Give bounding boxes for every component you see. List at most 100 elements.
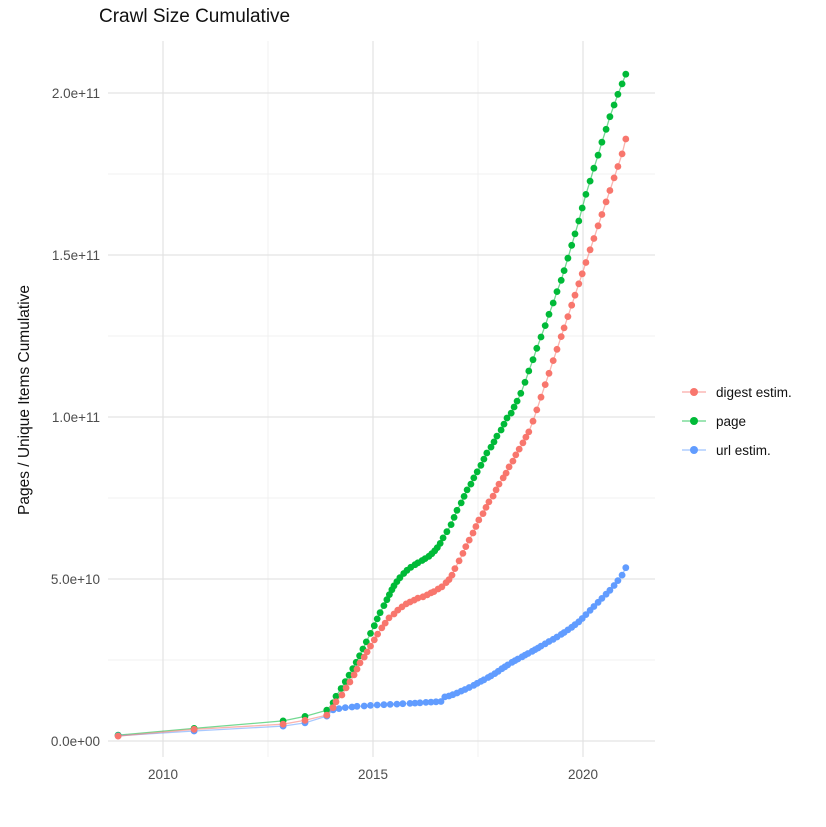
data-point-page <box>450 514 458 521</box>
data-point-url-estim <box>598 595 606 602</box>
data-point-digest-estim <box>512 451 520 459</box>
data-point-page <box>460 493 468 500</box>
data-point-page <box>549 299 557 307</box>
data-point-url-estim <box>367 702 374 709</box>
data-point-digest-estim <box>385 614 393 622</box>
data-point-digest-estim <box>448 571 456 579</box>
data-point-page <box>380 602 388 609</box>
series-line-url-estim <box>118 567 627 737</box>
data-point-url-estim <box>590 603 598 610</box>
data-point-page <box>367 630 374 637</box>
data-point-digest-estim <box>533 406 541 414</box>
data-point-digest-estim <box>571 291 579 299</box>
data-point-page <box>533 344 541 352</box>
data-point-digest-estim <box>522 433 530 441</box>
data-point-url-estim <box>614 577 622 584</box>
data-point-digest-estim <box>482 504 490 511</box>
y-tick-label: 1.0e+11 <box>52 410 100 425</box>
y-tick-label: 5.0e+10 <box>51 572 100 587</box>
data-point-page <box>541 322 549 329</box>
data-point-page <box>560 267 568 274</box>
data-point-page <box>503 414 511 422</box>
data-point-digest-estim <box>332 698 340 706</box>
data-point-page <box>467 480 475 488</box>
data-point-page <box>470 474 478 482</box>
data-point-digest-estim <box>479 510 487 517</box>
y-tick-label: 0.0e+00 <box>51 734 100 749</box>
data-point-digest-estim <box>414 594 422 602</box>
data-point-page <box>571 230 579 238</box>
data-point-page <box>500 420 508 428</box>
legend: digest estim. page url estim. <box>682 385 792 458</box>
data-point-url-estim <box>582 611 590 618</box>
data-point-digest-estim <box>346 678 354 686</box>
data-point-page <box>443 528 451 536</box>
data-point-page <box>510 403 518 411</box>
data-point-page <box>614 90 622 98</box>
data-point-url-estim <box>399 700 407 708</box>
data-point-digest-estim <box>598 211 606 218</box>
data-point-page <box>598 138 606 146</box>
data-point-digest-estim <box>575 280 583 288</box>
data-point-digest-estim <box>529 417 537 425</box>
data-point-digest-estim <box>455 557 463 565</box>
data-point-page <box>618 80 626 88</box>
data-point-url-estim <box>610 582 618 589</box>
data-point-page <box>575 217 583 225</box>
legend-key-point-url-estim <box>690 446 698 454</box>
data-point-digest-estim <box>509 457 517 465</box>
data-point-digest-estim <box>353 665 361 673</box>
data-point-url-estim <box>427 698 435 706</box>
legend-item-digest-estim: digest estim. <box>682 385 792 400</box>
data-point-page <box>345 671 353 679</box>
data-point-page <box>436 540 444 547</box>
data-point-url-estim <box>348 703 356 711</box>
data-point-page <box>525 367 533 375</box>
x-tick-label: 2015 <box>358 767 388 782</box>
legend-label-digest-estim: digest estim. <box>716 385 792 400</box>
data-point-digest-estim <box>492 486 500 494</box>
data-point-digest-estim <box>338 691 346 699</box>
data-point-url-estim <box>622 564 630 572</box>
data-point-page <box>553 288 561 295</box>
data-point-url-estim <box>335 705 343 712</box>
data-point-page <box>497 426 505 434</box>
data-point-digest-estim <box>301 716 309 724</box>
legend-key-point-page <box>690 417 698 425</box>
data-point-page <box>568 241 576 249</box>
data-point-digest-estim <box>350 671 358 679</box>
data-point-digest-estim <box>618 150 626 158</box>
data-point-digest-estim <box>462 543 470 550</box>
data-point-digest-estim <box>614 163 622 170</box>
data-point-digest-estim <box>557 333 565 340</box>
data-point-digest-estim <box>590 235 598 242</box>
data-point-digest-estim <box>495 480 503 488</box>
data-point-digest-estim <box>438 583 446 591</box>
data-point-page <box>370 622 378 630</box>
data-point-page <box>578 204 586 212</box>
data-point-page <box>477 461 485 469</box>
data-point-page <box>586 177 594 185</box>
data-point-digest-estim <box>564 313 572 320</box>
data-point-url-estim <box>373 701 381 709</box>
legend-key-point-digest-estim <box>690 388 698 396</box>
data-point-page <box>490 438 498 446</box>
series-url-estim <box>114 564 630 740</box>
data-point-url-estim <box>618 571 626 579</box>
data-point-digest-estim <box>370 636 378 644</box>
data-point-digest-estim <box>363 648 371 656</box>
data-point-digest-estim <box>190 725 198 733</box>
data-point-page <box>517 389 525 397</box>
data-point-digest-estim <box>586 246 594 254</box>
data-point-digest-estim <box>472 523 480 530</box>
data-point-page <box>463 486 471 494</box>
data-point-digest-estim <box>360 653 368 661</box>
data-point-page <box>564 254 572 262</box>
data-point-page <box>507 409 515 417</box>
data-point-digest-estim <box>342 684 350 692</box>
data-point-digest-estim <box>378 624 386 632</box>
data-point-digest-estim <box>502 469 510 477</box>
data-point-digest-estim <box>485 498 493 506</box>
